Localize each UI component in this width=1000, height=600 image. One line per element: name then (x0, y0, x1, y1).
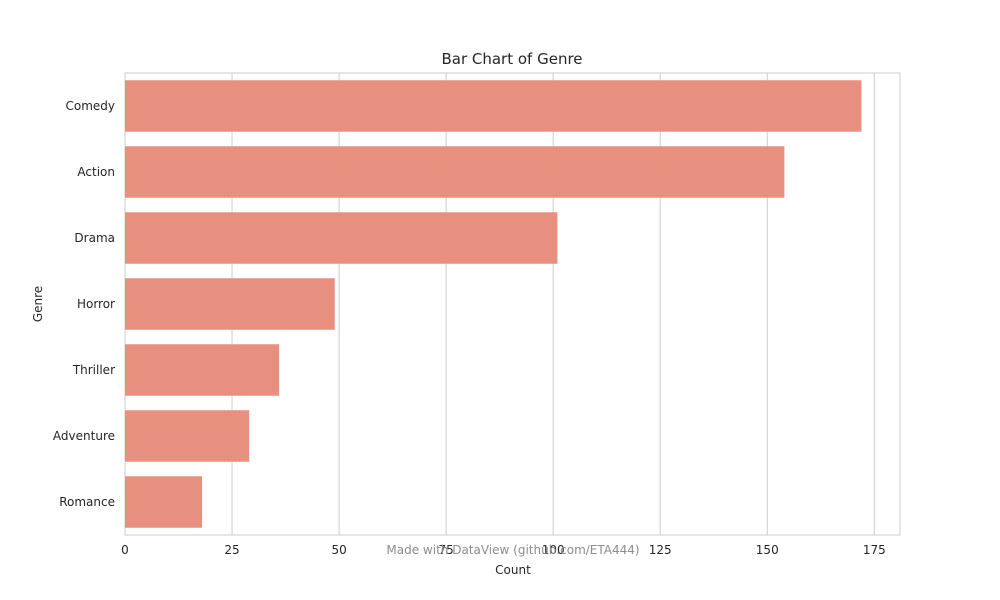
bar-action (125, 146, 785, 198)
x-tick-label: 100 (542, 543, 565, 557)
x-tick-label: 75 (438, 543, 453, 557)
y-tick-label-thriller: Thriller (72, 363, 115, 377)
x-tick-label: 125 (649, 543, 672, 557)
y-tick-labels: Comedy Action Drama Horror Thriller Adventure… (53, 99, 115, 509)
bar-thriller (125, 344, 280, 396)
bars (125, 80, 862, 528)
bar-adventure (125, 410, 250, 462)
x-axis-label: Count (495, 563, 531, 577)
y-axis-label: Genre (31, 286, 45, 322)
bar-drama (125, 212, 558, 264)
y-tick-label-horror: Horror (77, 297, 115, 311)
x-tick-label: 25 (224, 543, 239, 557)
watermark: Made with DataView (github.com/ETA444) (386, 543, 639, 557)
bar-romance (125, 476, 203, 528)
x-tick-label: 50 (331, 543, 346, 557)
x-tick-labels: 0 25 50 75 100 125 150 175 (121, 543, 886, 557)
y-tick-label-comedy: Comedy (65, 99, 115, 113)
x-tick-label: 0 (121, 543, 129, 557)
y-tick-label-romance: Romance (59, 495, 115, 509)
y-tick-label-drama: Drama (74, 231, 115, 245)
bar-comedy (125, 80, 862, 132)
chart-title: Bar Chart of Genre (441, 50, 582, 68)
bar-horror (125, 278, 335, 330)
y-tick-label-action: Action (77, 165, 115, 179)
x-tick-label: 150 (756, 543, 779, 557)
x-tick-label: 175 (863, 543, 886, 557)
y-tick-label-adventure: Adventure (53, 429, 115, 443)
